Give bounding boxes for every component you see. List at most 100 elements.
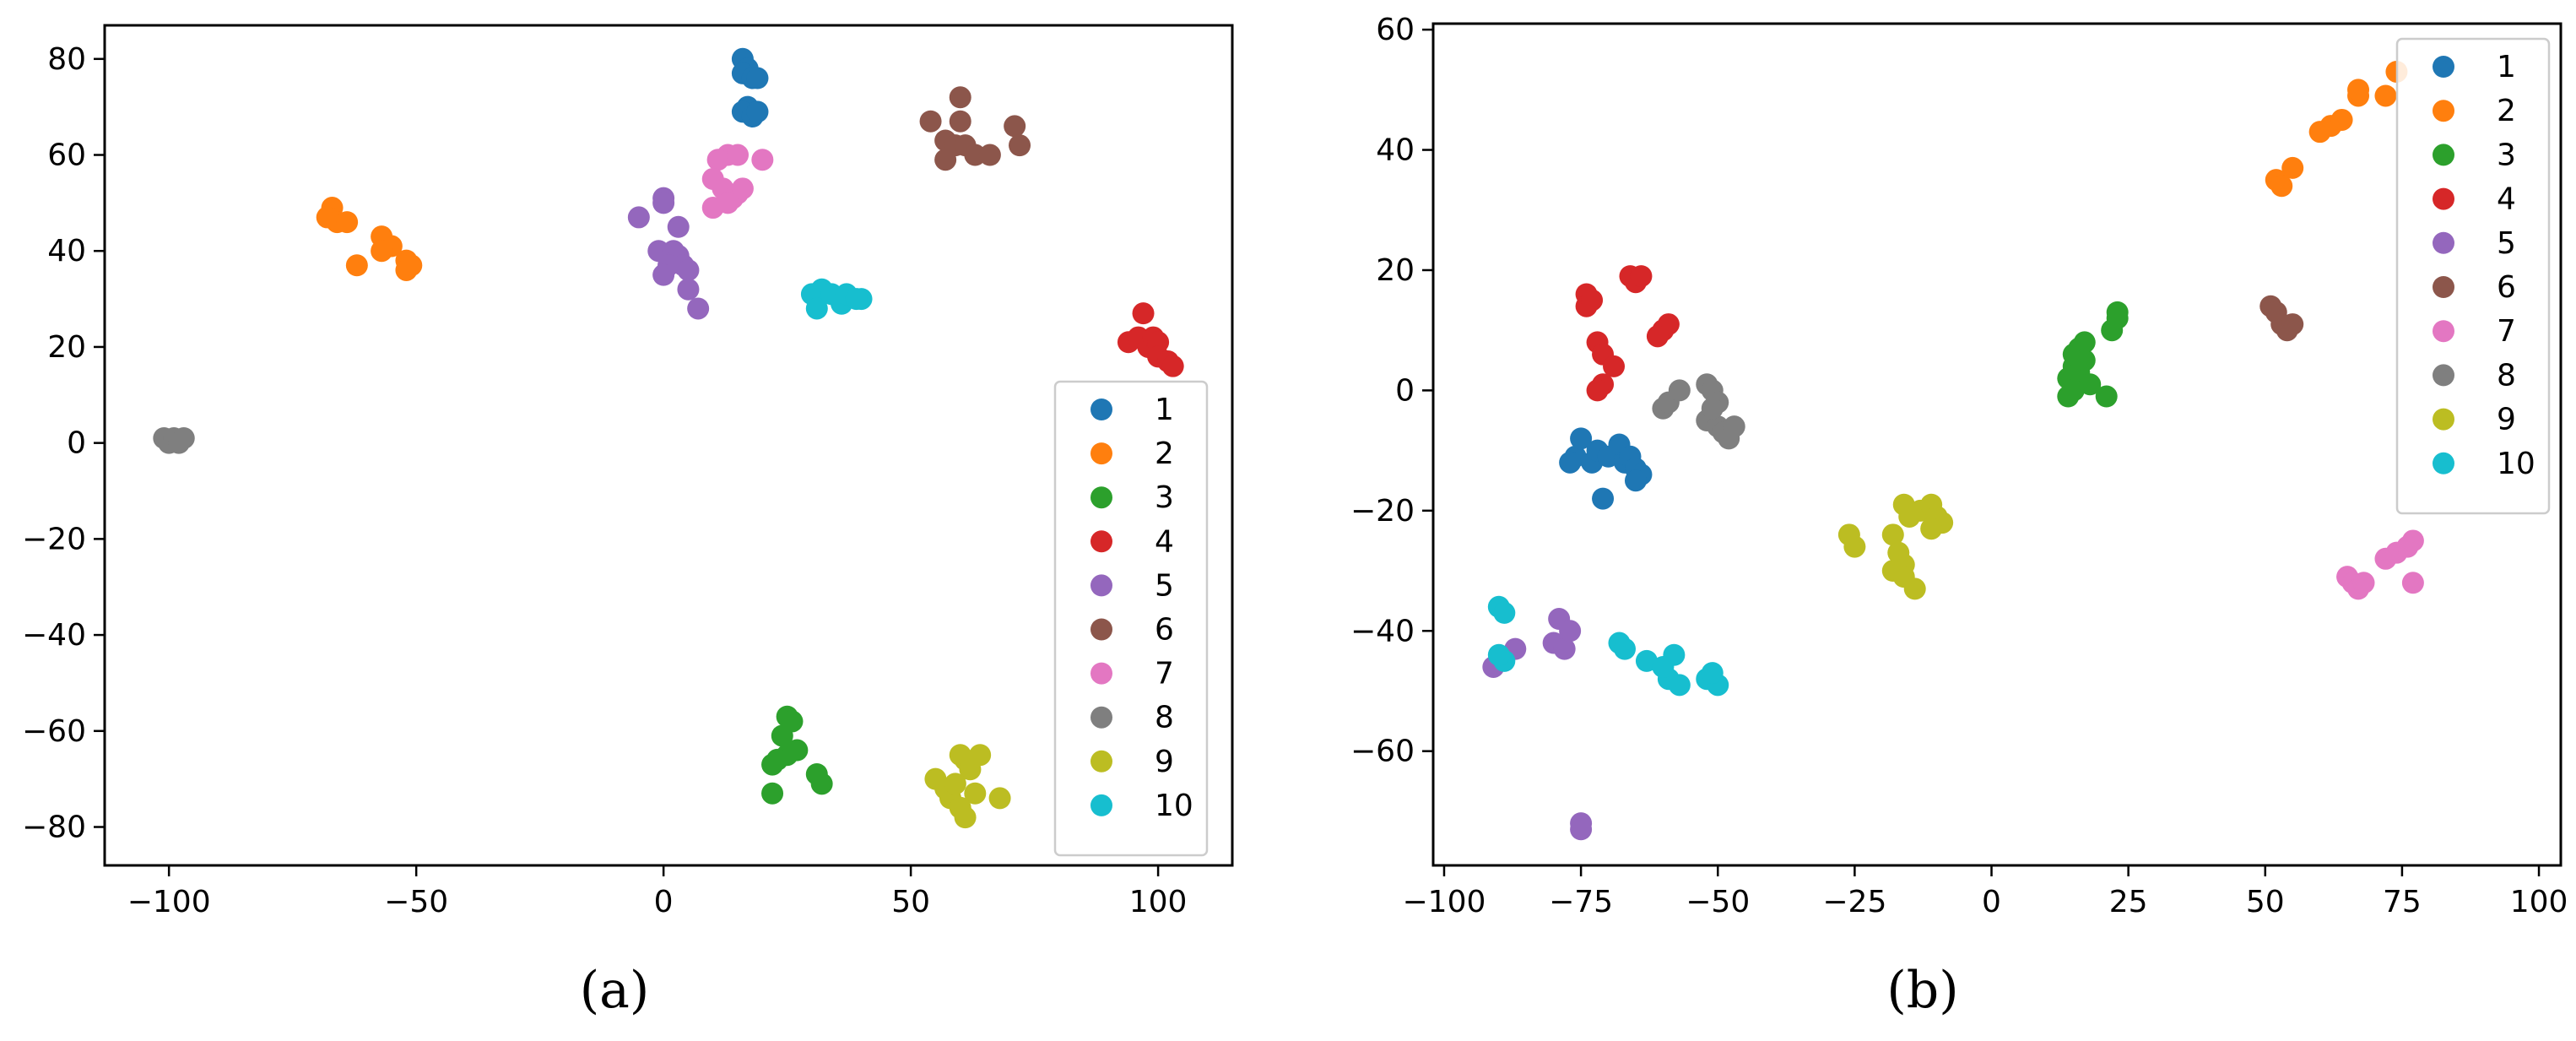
legend-marker [1090,662,1112,685]
legend-a: 1 2 3 4 5 6 7 8 9 10 [1053,380,1209,857]
data-point [1586,379,1609,402]
y-tick-label: −60 [1350,735,1415,769]
x-tick-label: 75 [2383,885,2422,919]
series-10 [800,278,873,320]
data-point [2073,349,2096,371]
data-point [667,215,690,238]
y-tick-label: −40 [1350,614,1415,648]
data-point [746,67,769,89]
data-point [1723,415,1745,438]
legend-label: 7 [2497,314,2516,349]
data-point [677,278,700,301]
data-point [1004,115,1026,138]
x-tick-label: 25 [2109,885,2148,919]
data-point [2374,84,2397,107]
legend-label: 6 [1155,613,1174,648]
legend-label: 4 [1155,524,1174,559]
legend-marker [1090,530,1112,553]
data-point [2073,331,2096,354]
legend-box [2395,37,2551,515]
series-9 [1837,493,1954,600]
series-8 [1652,373,1745,450]
data-point [336,211,359,234]
legend-label: 10 [1155,789,1193,823]
legend-marker [1090,442,1112,465]
series-9 [924,744,1011,829]
series-4 [1117,302,1184,377]
data-point [810,773,833,795]
data-point [1570,427,1593,450]
legend-label: 2 [1155,436,1174,471]
data-point [2330,108,2353,131]
x-tick-label: 50 [2246,885,2285,919]
data-point [2057,385,2080,408]
data-point [944,773,966,795]
data-point [954,806,977,829]
data-point [1581,289,1604,312]
data-point [1920,518,1943,540]
series-1 [1559,427,1653,510]
series-2 [316,197,423,281]
y-tick-label: 60 [47,138,86,173]
data-point [1570,818,1593,841]
legend-marker [2433,144,2454,166]
data-point [1613,637,1636,660]
data-point [1009,134,1031,157]
legend-label: 2 [2497,94,2516,128]
legend-marker [2433,100,2454,122]
data-point [1646,325,1669,348]
data-point [949,86,971,109]
data-point [1559,620,1582,642]
legend-marker [1090,574,1112,597]
panel-a: −100 −50 0 50 100 80 60 40 20 0 −20 −40 −60 −80 1 2 3 4 5 6… [22,24,1234,919]
data-point [2079,373,2102,396]
data-point [2281,156,2304,179]
data-point [751,149,774,171]
y-tick-label: 0 [67,426,86,461]
y-tick-label: 20 [1376,253,1415,288]
series-1 [731,47,769,128]
data-point [1701,397,1724,420]
y-tick-label: −20 [1350,494,1415,529]
legend-label: 9 [1155,745,1174,779]
legend-b: 1 2 3 4 5 6 7 8 9 10 [2395,37,2551,515]
data-point [1553,637,1576,660]
data-point [1898,505,1921,528]
data-point [706,149,729,171]
series-10 [1487,595,1729,697]
data-point [2270,175,2293,198]
y-tick-label: 60 [1376,13,1415,47]
legend-label: 8 [1155,701,1174,735]
data-point [1592,487,1615,510]
x-tick-label: −100 [1403,885,1486,919]
data-point [172,426,195,449]
legend-marker [2433,276,2454,298]
data-point [761,782,784,805]
data-point [2401,572,2424,594]
legend-marker [2433,320,2454,343]
y-tick-label: −80 [22,811,86,845]
panel-caption-a: (a) [579,961,650,1020]
legend-label: 1 [1155,393,1174,427]
data-point [687,297,710,320]
data-point [1161,355,1184,377]
y-tick-label: 0 [1395,373,1415,408]
series-5 [627,187,710,320]
data-point [1903,577,1926,600]
legend-label: 9 [2497,403,2516,437]
data-point [761,753,784,776]
series-6 [919,86,1031,171]
data-point [731,177,754,200]
data-point [1701,662,1724,685]
data-point [964,782,987,805]
legend-marker [2433,364,2454,387]
panel-b: −100 −75 −50 −25 0 25 50 75 1006040200−20−40−601… [1350,13,2568,919]
series-8 [153,426,195,454]
data-point [805,297,828,320]
series-3 [2057,301,2129,408]
legend-box [1053,380,1209,857]
data-point [2347,79,2370,101]
legend-marker [1090,750,1112,773]
legend-label: 3 [1155,480,1174,515]
